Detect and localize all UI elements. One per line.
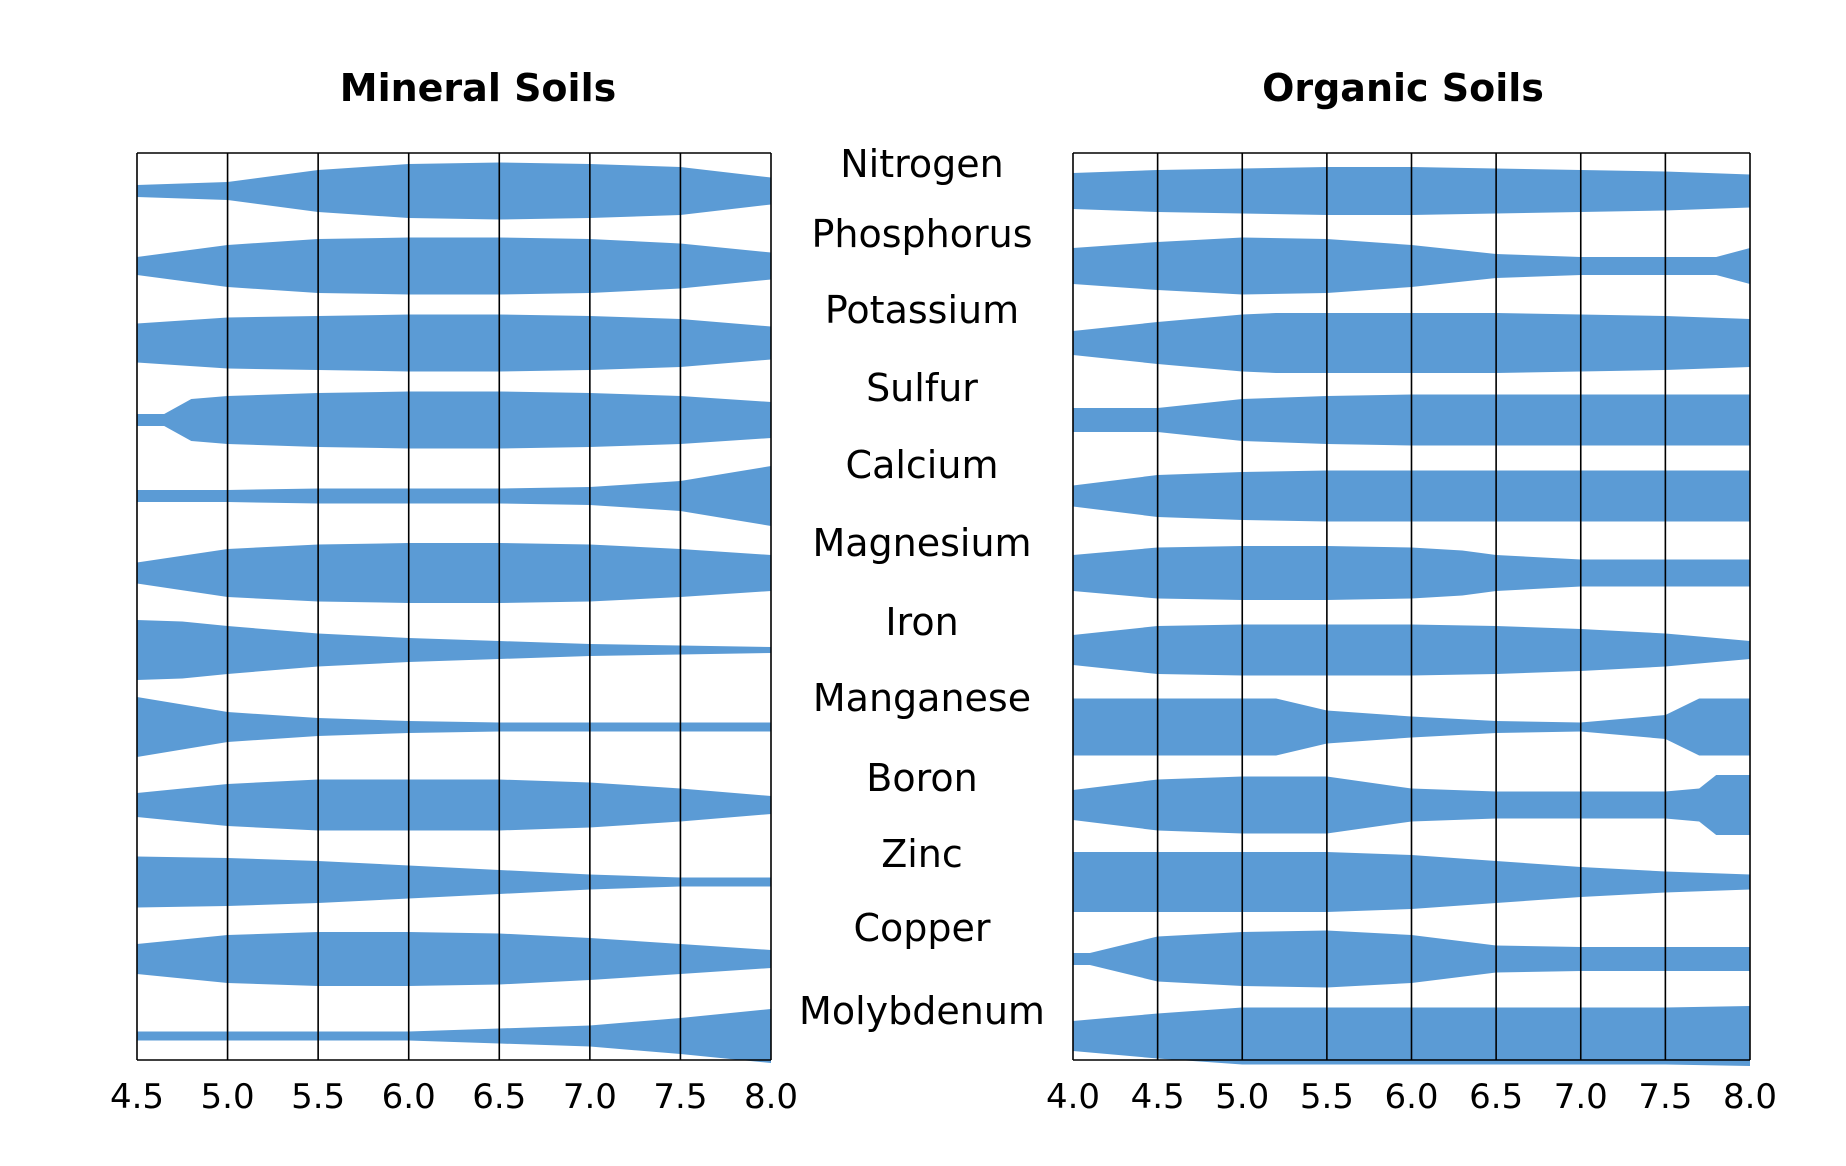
- mineral-band-molybdenum: [137, 1009, 771, 1063]
- chart-title-mineral-soils: Mineral Soils: [340, 66, 616, 110]
- chart-title-organic-soils: Organic Soils: [1262, 66, 1544, 110]
- organic-tick-label-8.0: 8.0: [1723, 1077, 1777, 1117]
- mineral-tick-label-8.0: 8.0: [744, 1077, 798, 1117]
- mineral-tick-label-7.5: 7.5: [653, 1077, 707, 1117]
- panel-organic-soils: 4.0 4.5 5.0 5.5 6.0 6.5 7.0 7.5 8.0: [1046, 152, 1777, 1117]
- mineral-band-iron: [137, 620, 771, 680]
- nutrient-label-nitrogen: Nitrogen: [840, 142, 1004, 186]
- mineral-band-potassium: [137, 314, 771, 372]
- mineral-band-sulfur: [137, 391, 771, 449]
- nutrient-label-boron: Boron: [866, 756, 977, 800]
- nutrient-label-zinc: Zinc: [881, 832, 963, 876]
- mineral-tick-label-5.0: 5.0: [201, 1077, 255, 1117]
- organic-tick-label-6.0: 6.0: [1384, 1077, 1438, 1117]
- nutrient-label-molybdenum: Molybdenum: [799, 989, 1045, 1033]
- organic-tick-label-7.5: 7.5: [1638, 1077, 1692, 1117]
- panel-mineral-soils: 4.5 5.0 5.5 6.0 6.5 7.0 7.5 8.0: [110, 152, 798, 1117]
- nutrient-label-iron: Iron: [885, 600, 958, 644]
- mineral-band-boron: [137, 779, 771, 831]
- mineral-tick-label-4.5: 4.5: [110, 1077, 164, 1117]
- nutrient-label-copper: Copper: [853, 906, 990, 950]
- organic-tick-label-5.5: 5.5: [1300, 1077, 1354, 1117]
- nutrient-label-phosphorus: Phosphorus: [811, 212, 1032, 256]
- mineral-band-zinc: [137, 856, 771, 908]
- mineral-band-nitrogen: [137, 162, 771, 220]
- organic-tick-label-7.0: 7.0: [1554, 1077, 1608, 1117]
- mineral-tick-label-6.0: 6.0: [382, 1077, 436, 1117]
- organic-tick-label-5.0: 5.0: [1215, 1077, 1269, 1117]
- mineral-tick-label-5.5: 5.5: [291, 1077, 345, 1117]
- nutrient-label-calcium: Calcium: [846, 443, 999, 487]
- mineral-band-copper: [137, 932, 771, 986]
- organic-tick-label-4.5: 4.5: [1131, 1077, 1185, 1117]
- mineral-band-calcium: [137, 466, 771, 526]
- mineral-band-phosphorus: [137, 237, 771, 295]
- mineral-band-magnesium: [137, 543, 771, 603]
- nutrient-label-sulfur: Sulfur: [866, 366, 978, 410]
- nutrient-labels: Nitrogen Phosphorus Potassium Sulfur Calcium…: [799, 142, 1045, 1033]
- mineral-band-manganese: [137, 697, 771, 757]
- nutrient-label-potassium: Potassium: [825, 288, 1019, 332]
- organic-tick-label-6.5: 6.5: [1469, 1077, 1523, 1117]
- organic-tick-label-4.0: 4.0: [1046, 1077, 1100, 1117]
- nutrient-label-manganese: Manganese: [813, 676, 1031, 720]
- mineral-tick-label-7.0: 7.0: [563, 1077, 617, 1117]
- mineral-tick-label-6.5: 6.5: [472, 1077, 526, 1117]
- nutrient-label-magnesium: Magnesium: [812, 521, 1031, 565]
